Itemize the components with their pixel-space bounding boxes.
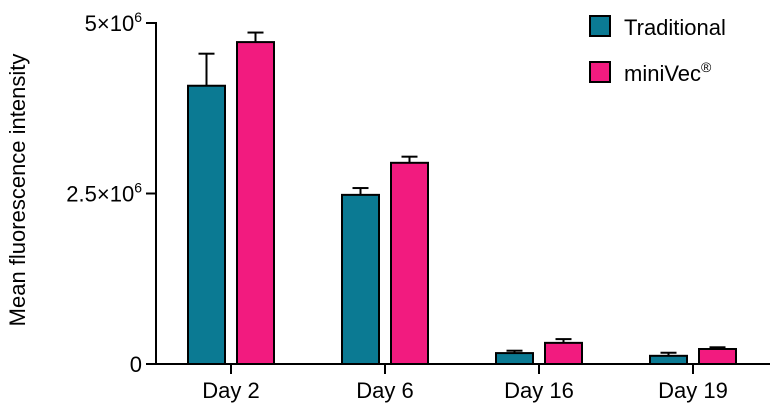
bar-minivec-day-16: [544, 341, 583, 366]
bar-minivec-day-6: [390, 161, 429, 365]
legend-label-traditional: Traditional: [624, 15, 726, 40]
bar-traditional-day-6: [341, 193, 380, 365]
y-tick-label: 0: [130, 352, 142, 377]
x-tick-label: Day 19: [658, 378, 728, 403]
bar-minivec-day-19: [698, 347, 737, 366]
legend-swatch-minivec: [589, 61, 611, 83]
x-ticks-layer: Day 2 Day 6 Day 16 Day 19: [202, 364, 728, 403]
legend-swatch-traditional: [589, 15, 611, 37]
y-axis-label-group: Mean fluorescence intensity: [5, 54, 30, 327]
y-ticks-layer: 5×106 2.5×106 0: [66, 9, 156, 377]
legend: Traditional miniVec®: [589, 15, 726, 86]
y-axis-label: Mean fluorescence intensity: [5, 54, 30, 327]
bar-traditional-day-2: [187, 84, 226, 366]
y-tick-label: 2.5×106: [66, 180, 142, 207]
bar-minivec-day-2: [236, 41, 275, 365]
legend-label-minivec: miniVec®: [624, 59, 712, 86]
y-tick-label: 5×106: [85, 9, 143, 36]
bars-layer: [187, 31, 737, 366]
x-tick-label: Day 6: [356, 378, 413, 403]
x-tick-label: Day 16: [504, 378, 574, 403]
x-tick-label: Day 2: [202, 378, 259, 403]
bar-traditional-day-16: [495, 352, 534, 366]
bar-traditional-day-19: [649, 354, 688, 366]
